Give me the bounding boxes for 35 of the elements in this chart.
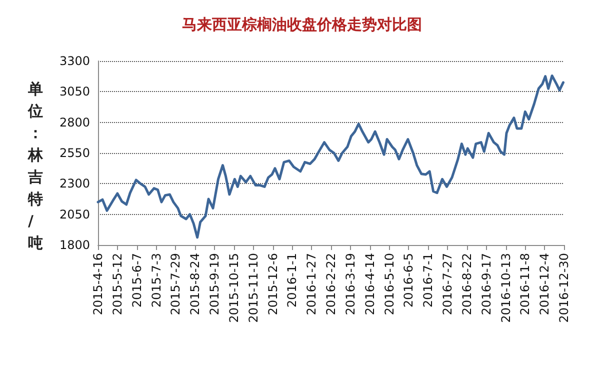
chart-title: 马来西亚棕榈油收盘价格走势对比图 xyxy=(182,16,422,34)
y-tick-label: 3050 xyxy=(59,84,90,99)
x-tick-label: 2016-12-30 xyxy=(557,253,571,323)
x-tick-label: 2016-11-8 xyxy=(518,253,532,316)
x-tick-label: 2016-10-13 xyxy=(498,253,513,323)
y-tick-label: 1800 xyxy=(59,238,90,252)
y-tick-label: 2300 xyxy=(59,176,90,191)
x-tick-label: 2015-7-3 xyxy=(149,253,164,308)
x-tick-label: 2016-9-17 xyxy=(479,253,494,316)
x-tick-label: 2015-10-15 xyxy=(226,253,241,323)
y-tick-label: 2050 xyxy=(59,207,90,222)
x-tick-label: 2016-1-1 xyxy=(285,253,300,308)
x-tick-label: 2016-7-1 xyxy=(421,253,436,308)
x-tick-label: 2015-7-29 xyxy=(168,253,183,316)
x-tick-label: 2015-11-10 xyxy=(246,253,260,323)
x-tick-label: 2015-4-16 xyxy=(91,253,105,316)
x-tick-label: 2016-4-14 xyxy=(362,253,377,316)
x-tick-label: 2015-8-24 xyxy=(188,253,202,316)
x-tick-label: 2016-6-5 xyxy=(402,253,416,308)
x-tick-label: 2015-5-12 xyxy=(110,253,124,316)
x-tick-label: 2016-5-10 xyxy=(382,253,396,316)
x-tick-label: 2016-1-27 xyxy=(304,253,319,316)
line-series xyxy=(96,74,565,239)
x-tick-label: 2015-9-19 xyxy=(208,253,222,316)
y-tick-label: 2800 xyxy=(59,115,90,130)
x-tick-label: 2016-8-22 xyxy=(460,253,474,316)
y-tick-label: 3300 xyxy=(59,54,90,68)
y-axis-title: 单位：林吉特/吨 xyxy=(27,80,44,252)
x-tick-label: 2015-6-7 xyxy=(130,253,144,308)
x-tick-label: 2016-7-27 xyxy=(440,253,454,316)
y-tick-label: 2550 xyxy=(59,146,90,160)
x-tick-label: 2016-3-19 xyxy=(343,253,358,316)
x-tick-label: 2016-2-22 xyxy=(324,253,338,316)
x-tick-label: 2015-12-6 xyxy=(266,253,280,316)
x-tick-label: 2016-12-4 xyxy=(538,253,552,316)
